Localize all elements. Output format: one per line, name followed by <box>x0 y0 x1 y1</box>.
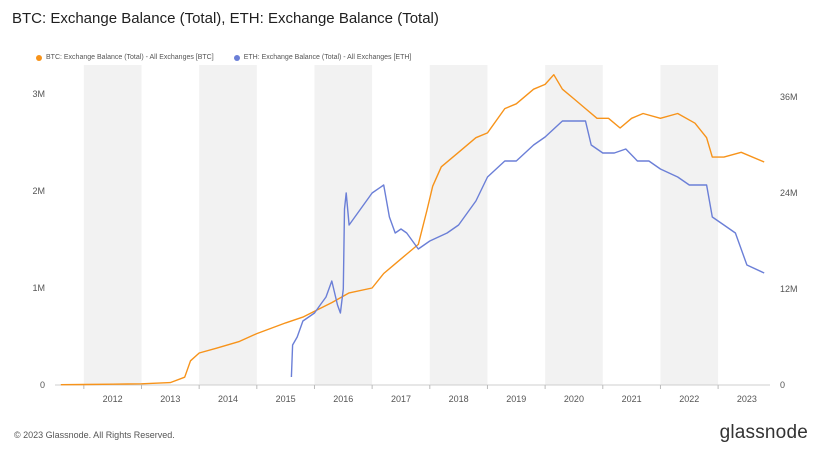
x-tick-label: 2016 <box>333 394 353 404</box>
year-band <box>199 65 257 385</box>
x-tick-label: 2023 <box>737 394 757 404</box>
x-tick-label: 2018 <box>449 394 469 404</box>
eth-series-line <box>290 120 765 378</box>
y-right-tick-label: 24M <box>780 188 798 198</box>
year-band <box>314 65 373 385</box>
year-bands <box>83 65 719 385</box>
chart-title: BTC: Exchange Balance (Total), ETH: Exch… <box>12 10 439 27</box>
legend-eth-swatch <box>233 54 240 61</box>
x-tick-label: 2020 <box>564 394 584 404</box>
y-right-tick-label: 36M <box>780 92 798 102</box>
series-lines <box>60 73 765 386</box>
legend-btc-swatch <box>36 54 42 61</box>
x-tick-label: 2012 <box>103 394 123 404</box>
x-tick-label: 2015 <box>276 394 296 404</box>
y-left-tick-label: 2M <box>32 186 45 196</box>
tick-labels: 2012 2013 2014 2015 2016 2017 2018 2019 2020 2021… <box>32 89 797 404</box>
year-band <box>83 65 142 385</box>
axes <box>55 384 770 389</box>
y-left-tick-label: 1M <box>32 283 45 293</box>
year-band <box>545 65 603 385</box>
copyright-text: © 2023 Glassnode. All Rights Reserved. <box>14 430 175 440</box>
glassnode-logo[interactable]: glassnode <box>719 422 808 443</box>
legend-eth-label: ETH: Exchange Balance (Total) - All Exch… <box>243 54 412 61</box>
x-tick-label: 2017 <box>391 394 411 404</box>
year-band <box>660 65 719 385</box>
btc-series-line <box>60 73 765 386</box>
legend-btc-label: BTC: Exchange Balance (Total) - All Exch… <box>46 54 214 61</box>
legend: BTC: Exchange Balance (Total) - All Exch… <box>36 54 411 61</box>
x-tick-label: 2019 <box>506 394 526 404</box>
x-tick-label: 2013 <box>160 394 180 404</box>
x-tick-label: 2021 <box>622 394 642 404</box>
y-right-tick-label: 12M <box>780 284 798 294</box>
legend-item-eth[interactable]: ETH: Exchange Balance (Total) - All Exch… <box>233 54 412 61</box>
y-left-tick-label: 3M <box>32 89 45 99</box>
y-left-tick-label: 0 <box>40 380 45 390</box>
legend-item-btc[interactable]: BTC: Exchange Balance (Total) - All Exch… <box>36 54 214 61</box>
x-tick-label: 2022 <box>679 394 699 404</box>
y-right-tick-label: 0 <box>780 380 785 390</box>
x-tick-label: 2014 <box>218 394 238 404</box>
